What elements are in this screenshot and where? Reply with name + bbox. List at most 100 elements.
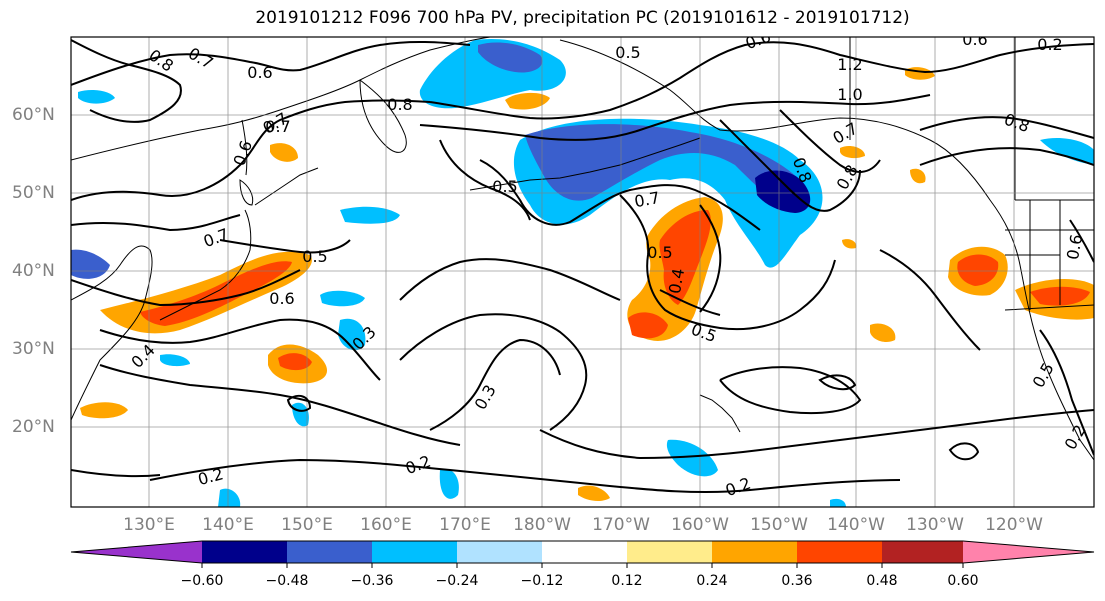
pv-contour [1039,329,1094,456]
coastline-japan-north [239,179,254,206]
map-plot-area: 0.8 0.7 0.6 0.6 0.5 0.6 1.2 1.0 0.7 0.8 … [71,30,1094,507]
colorbar-label: −0.48 [265,573,309,589]
pv-contour [539,409,1094,460]
precip-pos-blob [957,254,999,286]
colorbar-label: 0.48 [866,573,898,589]
map-title: 2019101212 F096 700 hPa PV, precipitatio… [255,8,910,28]
lon-label-140w: 140°W [827,515,885,535]
coastline-alaska [559,39,1094,461]
precip-neg-blob [338,318,366,351]
lat-label-60n: 60°N [12,105,55,125]
coastline-kurils [254,167,319,206]
colorbar-label: −0.12 [520,573,564,589]
pv-contour [71,39,182,123]
precip-neg-blob [439,468,459,499]
precip-neg-blob [71,249,110,279]
colorbar [70,540,1095,568]
pv-contour [479,159,761,231]
lon-label-160e: 160°E [360,515,412,535]
coastline-aleutians [469,137,701,191]
pv-contour [71,40,471,86]
pv-contour [1069,219,1094,263]
coastline-kamchatka [359,79,407,153]
precip-neg-blob [1040,138,1094,165]
graticule [71,37,1094,507]
pv-contour-label: 0.5 [647,243,672,262]
colorbar-swatch [882,541,964,563]
lon-label-160w: 160°W [671,515,729,535]
pv-contour [919,147,1094,166]
colorbar-extend-low [71,541,202,563]
colorbar-label: −0.24 [435,573,479,589]
coastline-hawaii [699,394,741,433]
precip-pos-blob [270,143,298,162]
pv-contour [286,394,312,412]
precip-neg-blob [292,402,309,427]
precip-pos-blob [80,402,128,419]
pv-contour [919,116,1094,139]
pv-contour-label: 1.0 [837,85,862,104]
pv-contour-label: 0.8 [387,95,412,114]
precip-neg-blob [320,290,365,307]
colorbar-label: 0.24 [696,573,728,589]
precip-neg-blob [755,170,811,213]
precip-neg-blob [525,124,809,213]
pv-contour-label: 0.5 [615,43,640,62]
ocean-background [71,37,1094,507]
precip-pos-blob [505,92,550,110]
lon-label-130w: 130°W [906,515,964,535]
precip-pos-blob [870,323,896,343]
coastlines [71,37,1094,461]
colorbar-swatch [712,541,798,563]
pv-contour [399,258,621,301]
precip-pos-blob [840,145,865,159]
lon-label-180w: 180°W [513,515,571,535]
pv-contour [879,249,981,351]
precip-neg-blob [78,90,115,104]
precip-pos-blob [659,210,711,305]
lat-label-20n: 20°N [12,417,55,437]
precip-pos-blob [910,168,926,184]
lat-label-30n: 30°N [12,339,55,359]
pv-contour [719,366,862,415]
lon-label-150e: 150°E [281,515,333,535]
pv-contour-label: 0.6 [962,30,987,49]
pv-contour-label: 0.6 [1063,233,1086,261]
precip-negative-anomalies [71,39,1094,507]
pv-contour-label: 0.4 [665,267,688,295]
precip-neg-blob [666,439,718,477]
lon-label-170w: 170°W [592,515,650,535]
map-frame [70,36,1095,508]
pv-contour-label: 0.6 [269,289,294,308]
lon-label-150w: 150°W [750,515,808,535]
colorbar-swatch [542,541,628,563]
pv-contour [429,338,561,431]
pv-contour-label: 1.2 [837,55,862,74]
pv-contour [71,214,241,232]
pv-contour [659,289,721,316]
pv-contour [699,204,722,313]
colorbar-label: −0.60 [180,573,224,589]
pv-contour [619,194,836,331]
coastline-korea-china [71,245,153,421]
pv-contour [439,139,531,221]
pv-contour [71,269,301,307]
lat-label-50n: 50°N [12,183,55,203]
pv-contour-label: 0.7 [265,117,290,136]
precip-pos-blob [140,261,292,326]
colorbar-label: 0.36 [781,573,813,589]
pv-contours [71,39,1094,494]
colorbar-swatch [287,541,373,563]
precip-positive-anomalies [80,67,1094,502]
pv-contour [219,239,351,254]
lon-label-120w: 120°W [985,515,1043,535]
lon-label-130e: 130°E [123,515,175,535]
pv-contour-label: 0.5 [492,177,517,196]
pv-contour [71,99,431,201]
coastline-mexico-border [1004,304,1094,311]
pv-contour-label: 0.5 [302,247,327,266]
colorbar-ticks [201,563,964,568]
precip-neg-blob [340,206,400,224]
pv-contour [429,41,1094,120]
